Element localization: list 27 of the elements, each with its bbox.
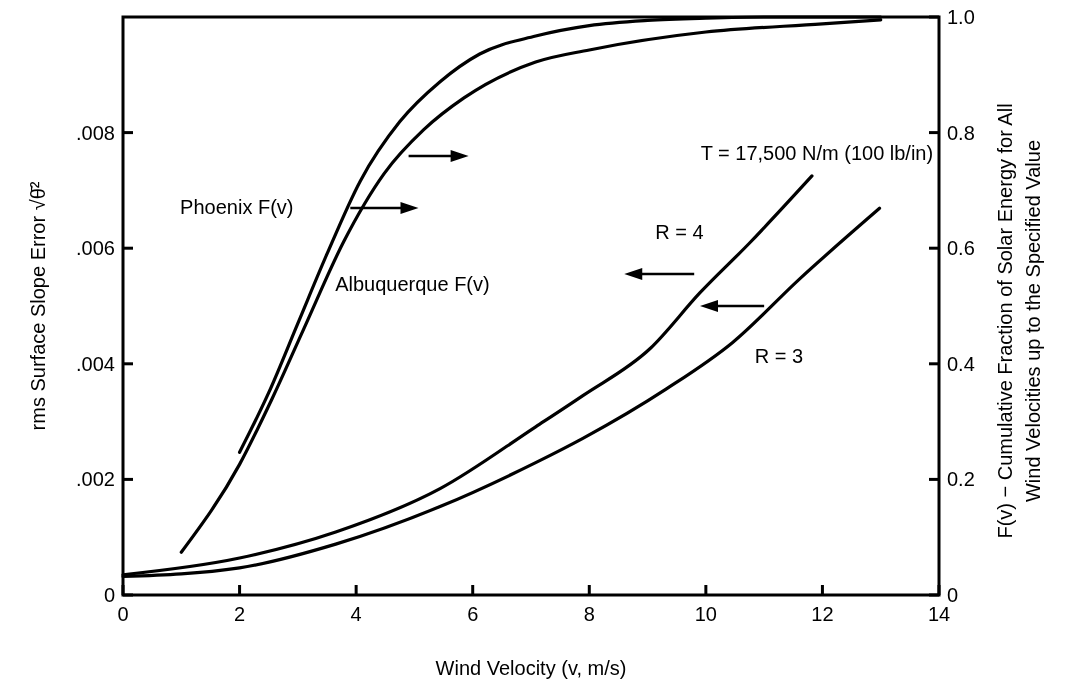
y-tick-label: .004 <box>76 352 115 375</box>
x-axis-title: Wind Velocity (v, m/s) <box>435 657 627 679</box>
y-tick-label: 0 <box>103 584 115 606</box>
y2-axis-title: F(v) − Cumulative Fraction of Solar Energy for All Wind Velocities up to the Specified Value <box>994 103 1044 539</box>
annotation: T = 17,500 N/m (100 lb/in) <box>700 142 934 164</box>
y2-tick-label: 0.4 <box>947 352 975 375</box>
y-tick-label: .008 <box>76 121 115 144</box>
x-tick-label: 0 <box>117 603 129 625</box>
y2-tick-label: 0.8 <box>947 121 975 144</box>
x-tick-label: 4 <box>350 603 362 625</box>
x-tick-label: 6 <box>467 603 479 625</box>
x-tick-label: 2 <box>234 603 246 625</box>
x-tick-label: 8 <box>583 603 595 625</box>
y2-tick-label: 1.0 <box>947 6 975 28</box>
y2-tick-label: 0 <box>947 584 959 606</box>
x-tick-label: 12 <box>811 603 834 625</box>
y2-tick-label: 0.2 <box>947 468 975 491</box>
series-label: Albuquerque F(v) <box>335 272 490 295</box>
y2-tick-label: 0.6 <box>947 237 975 260</box>
y-tick-label: .002 <box>76 468 115 491</box>
y-axis-title: rms Surface Slope Error √θ̄² <box>27 181 49 431</box>
series-label: R = 4 <box>655 220 704 243</box>
x-tick-label: 10 <box>694 603 717 625</box>
series-label: R = 3 <box>754 344 804 367</box>
text: Phoenix F(v) <box>180 195 294 218</box>
x-tick-label: 14 <box>927 603 951 625</box>
y-tick-label: .006 <box>76 237 115 260</box>
